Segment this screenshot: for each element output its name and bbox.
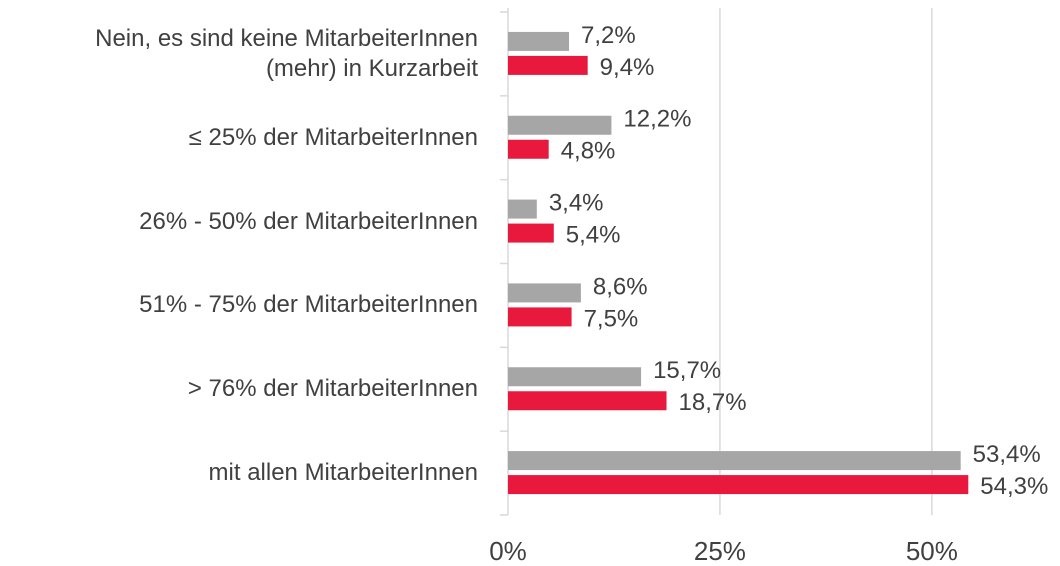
value-label: 9,4% [600,54,655,81]
value-label: 7,5% [584,305,639,332]
y-tick-label: ≤ 25% der MitarbeiterInnen [188,123,478,151]
y-tick-label: > 76% der MitarbeiterInnen [187,375,478,403]
bar [508,307,572,327]
bar [508,199,537,219]
y-tick-label: 26% - 50% der MitarbeiterInnen [139,207,478,235]
value-label: 8,6% [593,273,648,300]
bar [508,391,667,411]
value-label: 54,3% [980,473,1048,500]
value-label: 15,7% [653,357,721,384]
value-label: 4,8% [561,138,616,165]
x-tick-label: 50% [906,536,958,566]
y-tick-label: mit allen MitarbeiterInnen [208,459,478,487]
value-label: 18,7% [679,389,747,416]
bar [508,139,549,159]
bar [508,55,588,75]
bar [508,223,554,243]
value-label: 53,4% [973,441,1041,468]
value-label: 7,2% [581,22,636,49]
bar [508,451,961,471]
bar [508,283,581,303]
x-tick-label: 0% [489,536,527,566]
y-tick-label: Nein, es sind keine MitarbeiterInnen (me… [95,24,478,82]
y-tick-label: 51% - 75% der MitarbeiterInnen [139,291,478,319]
value-label: 3,4% [549,189,604,216]
value-label: 12,2% [623,106,691,133]
bar [508,367,642,387]
value-label: 5,4% [566,221,621,248]
bar [508,31,570,51]
bar [508,475,969,495]
bar [508,115,612,135]
x-tick-label: 25% [694,536,746,566]
